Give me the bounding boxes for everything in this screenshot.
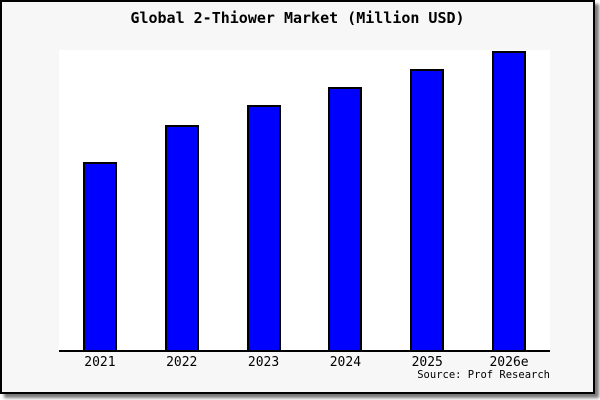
x-tick-label-2024: 2024	[329, 355, 362, 370]
x-tick-label-2022: 2022	[166, 355, 198, 370]
x-axis-line	[59, 350, 550, 352]
bar-slot	[141, 50, 223, 350]
bar-slot	[468, 50, 550, 350]
bar-2022	[164, 125, 199, 350]
x-tick-label-2021: 2021	[84, 355, 116, 370]
x-tick-label-2026e: 2026e	[489, 355, 529, 370]
x-tick-label-2023: 2023	[247, 355, 280, 370]
x-axis-tick-labels: 2021 2022 2023 2024 2025 2026e	[59, 355, 550, 370]
bar-2023	[246, 104, 281, 350]
bars-container	[59, 50, 550, 350]
x-tick-label-2025: 2025	[411, 355, 443, 370]
bar-slot	[59, 50, 141, 350]
bar-2025	[410, 68, 445, 350]
source-note: Source: Prof Research	[417, 369, 550, 381]
chart-title: Global 2-Thiower Market (Million USD)	[130, 9, 465, 27]
plot-area	[59, 50, 550, 350]
bar-2021	[82, 161, 117, 350]
bar-slot	[304, 50, 386, 350]
bar-slot	[386, 50, 468, 350]
bar-2026e	[492, 50, 527, 350]
bar-slot	[223, 50, 305, 350]
bar-2024	[328, 86, 363, 350]
chart-frame: Global 2-Thiower Market (Million USD) 20…	[0, 0, 595, 394]
